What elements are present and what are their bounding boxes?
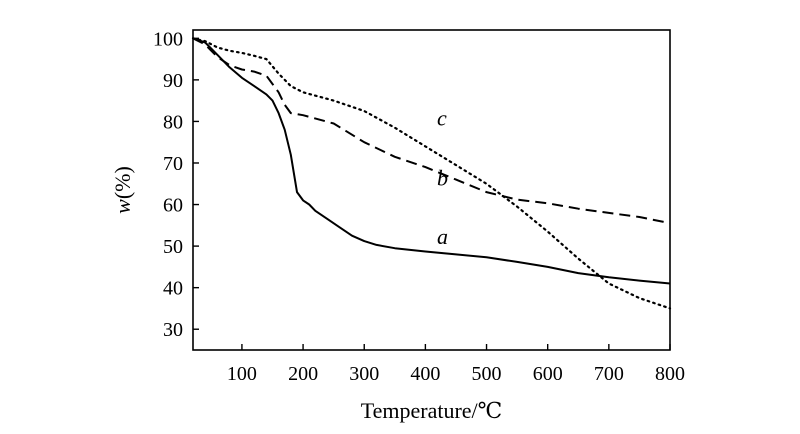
series-b-line [192,37,671,225]
x-tick-label: 300 [349,363,379,385]
y-axis-title: w(%) [110,166,135,214]
curve-labels-layer: a b c [437,105,448,248]
y-axis-unit: (%) [110,166,135,199]
y-axis-variable: w [110,199,135,214]
plot-frame [192,29,671,351]
x-tick-label: 100 [227,363,257,385]
series-c-label: c [437,105,447,130]
y-tick-label: 70 [163,153,183,175]
series-a-line [192,37,671,285]
series-c-line [191,37,672,310]
x-tick-label: 800 [655,363,685,385]
x-axis-title: Temperature/℃ [361,398,503,423]
y-tick-label: 50 [163,236,183,258]
x-tick-label: 700 [594,363,624,385]
x-tick-label: 400 [410,363,440,385]
x-tick-label: 200 [288,363,318,385]
tick-labels-layer: 100 200 300 400 500 600 700 800 30 40 50 60 70 80 90 10… [153,28,685,385]
curves-layer [191,37,672,310]
y-tick-label: 60 [163,195,183,217]
x-tick-label: 600 [533,363,563,385]
series-a-label: a [437,224,448,249]
y-tick-label: 40 [163,278,183,300]
x-tick-label: 500 [472,363,502,385]
y-tick-label: 80 [163,111,183,133]
y-tick-label: 90 [163,70,183,92]
series-b-label: b [437,166,448,191]
ticks-layer [193,37,671,350]
y-tick-label: 100 [153,28,183,50]
y-tick-label: 30 [163,319,183,341]
